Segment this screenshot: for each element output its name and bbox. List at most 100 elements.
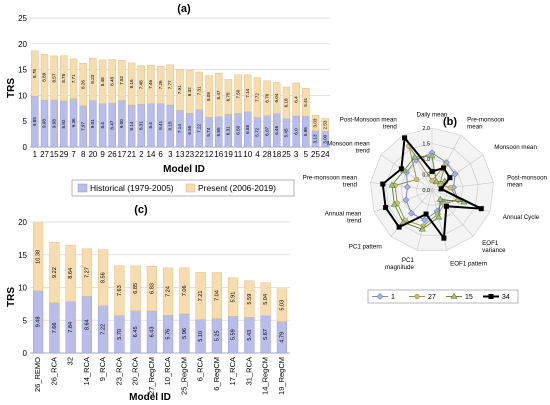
- data-label-present: 7.21: [198, 291, 204, 302]
- bar-present: [228, 277, 239, 317]
- radar-axis-label: EOF1 pattern: [450, 260, 488, 267]
- panel-c-x-axis-label: Model ID: [129, 392, 171, 403]
- data-label-historical: 6.45: [133, 326, 139, 337]
- bar-present: [244, 74, 252, 112]
- x-tick-label: 6_RegCM: [212, 357, 221, 391]
- x-tick-label: 20: [88, 150, 97, 159]
- data-label-historical: 9.36: [71, 118, 76, 127]
- data-label-historical: 6.07: [264, 126, 269, 135]
- data-label-present: 3.03: [313, 118, 318, 127]
- bar-present: [98, 59, 107, 104]
- y-tick-label: 0: [23, 143, 28, 152]
- data-label-present: 6.76: [264, 93, 269, 102]
- data-label-historical: 5.45: [284, 128, 289, 137]
- x-tick-label: 18: [272, 150, 281, 159]
- radar-axis-label: mean: [467, 124, 483, 131]
- data-label-historical: 5.72: [255, 127, 260, 136]
- bar-present: [166, 64, 175, 106]
- radar-marker: [388, 181, 396, 188]
- data-label-present: 6.85: [133, 283, 139, 294]
- x-tick-label: 1: [33, 150, 38, 159]
- radar-axis-label: Pre-monsoon: [467, 117, 505, 124]
- radar-axis-label: Annual mean: [325, 210, 362, 217]
- radar-marker: [396, 224, 402, 230]
- data-label-present: 9.22: [52, 267, 58, 278]
- data-label-historical: 5.76: [166, 329, 172, 340]
- x-tick-label: 10: [243, 150, 252, 159]
- x-tick-label: 29: [59, 150, 68, 159]
- x-tick-label: 12: [205, 150, 214, 159]
- radar-axis-label: PC1: [402, 257, 415, 264]
- y-tick-label: 20: [18, 40, 27, 49]
- bar-present: [40, 54, 49, 101]
- data-label-historical: 7.97: [80, 122, 85, 131]
- data-label-present: 7.91: [177, 85, 182, 94]
- data-label-historical: 6.0: [293, 128, 298, 135]
- data-label-present: 7.77: [168, 80, 173, 89]
- radar-axis-label: PC1 pattern: [349, 244, 383, 251]
- x-tick-label: 17: [117, 150, 126, 159]
- radar-marker: [432, 178, 440, 185]
- data-label-historical: 7.22: [101, 324, 107, 335]
- x-tick-label: 16: [214, 150, 223, 159]
- x-tick-label: 27: [40, 150, 49, 159]
- bar-present: [244, 280, 255, 318]
- data-label-historical: 5.96: [303, 127, 308, 136]
- data-label-present: 7.82: [119, 75, 124, 84]
- data-label-historical: 5.10: [198, 331, 204, 342]
- radar-axis-label: trend: [343, 181, 358, 188]
- legend-label-27: 27: [428, 294, 436, 301]
- bar-present: [65, 244, 76, 302]
- radar-axis-label: Monsoon mean: [494, 144, 537, 151]
- radar-marker: [443, 203, 449, 209]
- data-label-historical: 5.59: [231, 329, 237, 340]
- radar-axis-label: Post-Monsoon mean: [340, 117, 398, 124]
- x-tick-label: 22: [195, 150, 204, 159]
- x-tick-label: 7: [71, 150, 76, 159]
- x-tick-label: 23: [185, 150, 194, 159]
- x-tick-label: 31_RCA: [244, 357, 253, 385]
- data-label-present: 6.83: [149, 283, 155, 294]
- panel-a-x-ticks: 1 27 15 29 7 8 20 9 26 17 21 2 14 6 3 13 23 22 12 16 19 11 10 4…: [33, 150, 331, 159]
- y-tick-label: 5: [23, 117, 28, 126]
- bar-present: [49, 242, 60, 304]
- panel-b-title: (b): [443, 116, 457, 128]
- data-label-historical: 5.96: [182, 328, 188, 339]
- radar-marker: [414, 176, 420, 183]
- data-label-historical: 7.84: [68, 322, 74, 333]
- data-label-present: 8.48: [100, 77, 105, 86]
- x-tick-label: 26_RCA: [49, 357, 58, 385]
- data-label-present: 7.48: [139, 80, 144, 89]
- data-label-present: 8.16: [129, 79, 134, 88]
- x-tick-label: 6_RCA: [196, 357, 205, 381]
- bar-present: [215, 72, 223, 118]
- x-tick-label: 9_RCA: [98, 357, 107, 381]
- data-label-present: 10.38: [36, 250, 42, 264]
- radar-marker: [429, 178, 435, 184]
- data-label-present: 8.26: [80, 80, 85, 89]
- bar-present: [127, 62, 136, 106]
- bar-present: [185, 70, 194, 114]
- radar-marker: [428, 152, 436, 159]
- data-label-present: 8.78: [61, 73, 66, 82]
- bar-present: [130, 265, 141, 311]
- panel-a-y-ticks: 0 5 10 15 20 25: [18, 14, 27, 152]
- x-tick-label: 32: [66, 357, 75, 365]
- data-label-present: 8.57: [51, 73, 56, 82]
- radar-axis-label: trend: [347, 217, 362, 224]
- y-tick-label: 20: [18, 218, 27, 227]
- bar-present: [234, 74, 242, 114]
- bar-present: [292, 82, 300, 117]
- radar-marker: [398, 166, 404, 172]
- bar-present: [81, 248, 92, 297]
- radar-axis-label: trend: [356, 148, 371, 155]
- data-label-present: 7.24: [166, 286, 172, 297]
- radar-r-tick-label: 0.0: [422, 188, 430, 194]
- y-tick-label: 10: [18, 284, 27, 293]
- x-tick-label: 14_RegCM: [261, 357, 270, 395]
- radar-marker: [447, 185, 454, 191]
- bar-present: [108, 59, 116, 104]
- x-tick-label: 3: [294, 150, 299, 159]
- radar-axis-label: Pre-monsoon mean: [303, 174, 358, 181]
